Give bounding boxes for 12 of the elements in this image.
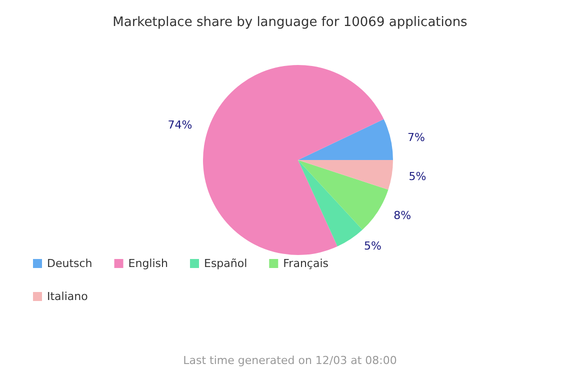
legend-label: Italiano: [47, 290, 88, 303]
data-label: 5%: [408, 170, 426, 183]
chart-title: Marketplace share by language for 10069 applications: [112, 15, 468, 30]
data-label: 74%: [168, 118, 192, 132]
data-label: 7%: [407, 130, 425, 144]
legend-label: Deutsch: [47, 257, 92, 270]
legend-label: Español: [204, 257, 248, 270]
data-label: 8%: [394, 209, 412, 222]
data-label: 5%: [364, 239, 382, 252]
legend-label: Français: [283, 257, 329, 270]
text: Last time generated on 12/03 at 08:00: [183, 354, 397, 367]
legend-label: English: [128, 257, 168, 270]
